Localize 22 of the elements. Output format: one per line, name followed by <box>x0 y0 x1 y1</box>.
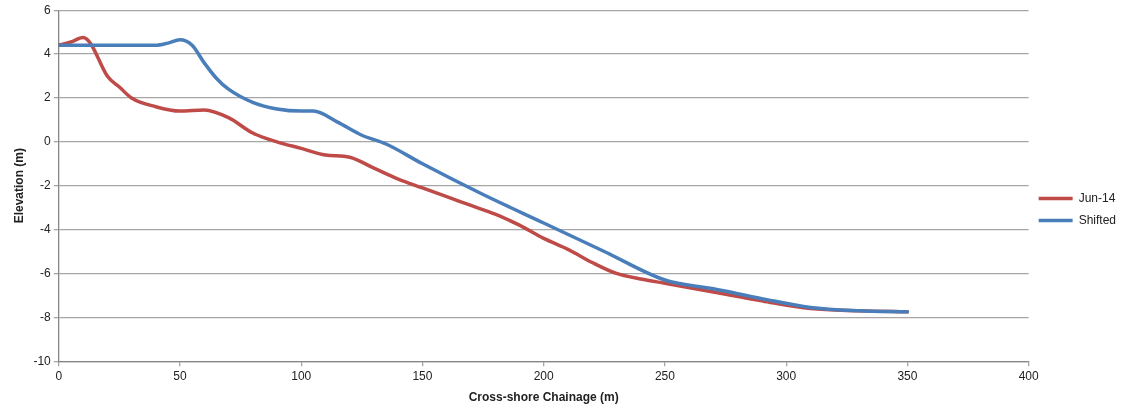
x-tick-label: 350 <box>897 368 918 383</box>
x-tick-label: 200 <box>533 368 555 383</box>
legend-label: Shifted <box>1078 212 1116 227</box>
y-tick-label: -8 <box>40 309 52 324</box>
x-tick-label: 0 <box>55 368 63 383</box>
y-tick-label: -6 <box>40 265 52 280</box>
x-axis-title: Cross-shore Chainage (m) <box>468 390 619 405</box>
x-tick-label: 400 <box>1018 368 1039 383</box>
y-tick-label: -4 <box>40 221 52 236</box>
x-tick-label: 300 <box>776 368 797 383</box>
x-tick-label: 150 <box>412 368 433 383</box>
y-tick-label: 4 <box>44 46 52 61</box>
y-tick-label: -10 <box>33 353 52 368</box>
x-tick-label: 250 <box>654 368 676 383</box>
y-tick-label: 0 <box>44 134 52 149</box>
y-tick-label: 2 <box>44 90 52 105</box>
y-tick-label: 6 <box>44 2 52 17</box>
legend-label: Jun-14 <box>1078 190 1116 205</box>
x-tick-label: 100 <box>291 368 312 383</box>
x-tick-label: 50 <box>173 368 187 383</box>
y-axis-title: Elevation (m) <box>11 148 26 224</box>
y-tick-label: -2 <box>40 178 52 193</box>
